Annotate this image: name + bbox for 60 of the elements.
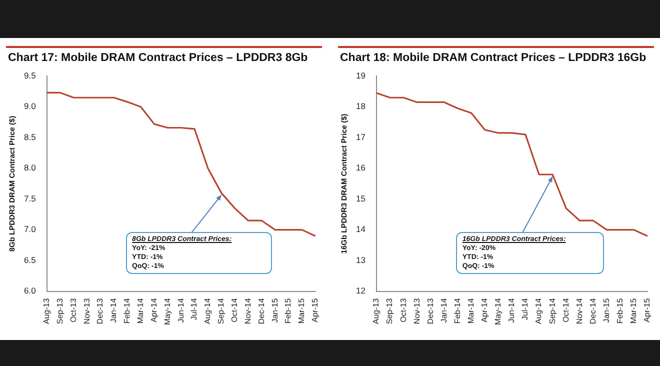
x-tick-label: Jan-14 <box>439 298 448 323</box>
x-tick-label: Oct-14 <box>230 298 240 322</box>
x-tick-label: Jan-14 <box>109 298 118 323</box>
x-tick-label: Nov-13 <box>82 298 92 324</box>
x-tick-label: Apr-15 <box>310 298 320 322</box>
x-tick-label: Oct-13 <box>68 298 78 322</box>
x-tick-label: Aug-13 <box>372 298 381 324</box>
x-tick-label: Nov-13 <box>412 298 422 324</box>
x-tick-label: Sep-13 <box>55 298 64 324</box>
y-tick-label: 16 <box>356 162 366 173</box>
y-tick-label: 13 <box>356 254 366 265</box>
x-tick-label: Dec-13 <box>96 298 105 324</box>
y-tick-label: 17 <box>356 132 366 142</box>
x-tick-label: Feb-14 <box>122 298 132 324</box>
y-tick-label: 15 <box>356 193 366 204</box>
x-tick-label: Apr-14 <box>149 298 158 322</box>
y-tick-label: 7.5 <box>24 193 36 204</box>
chart-title: Chart 17: Mobile DRAM Contract Prices – LPDDR3 8Gb <box>8 52 309 64</box>
x-tick-label: Jun-14 <box>507 298 516 323</box>
x-tick-label: Mar-15 <box>297 298 306 324</box>
y-tick-label: 7.0 <box>24 224 36 234</box>
x-tick-label: Jun-14 <box>176 298 186 323</box>
x-tick-label: May-14 <box>162 298 172 326</box>
y-tick-label: 14 <box>356 224 366 234</box>
x-tick-label: Dec-13 <box>426 298 435 324</box>
y-tick-label: 19 <box>356 70 366 80</box>
x-tick-label: Jul-14 <box>190 298 199 320</box>
x-tick-label: Nov-14 <box>243 298 252 324</box>
y-tick-label: 6.0 <box>24 286 36 296</box>
x-tick-label: Dec-14 <box>588 298 598 324</box>
x-tick-label: Jul-14 <box>520 298 530 320</box>
chart-title: Chart 18: Mobile DRAM Contract Prices – LPDDR3 16Gb <box>340 52 648 64</box>
x-tick-label: Dec-14 <box>256 298 266 324</box>
x-tick-label: Oct-14 <box>561 298 570 322</box>
x-tick-label: Mar-14 <box>136 298 146 324</box>
x-tick-label: Nov-14 <box>574 298 584 324</box>
x-tick-label: Sep-14 <box>216 298 226 324</box>
y-tick-label: 18 <box>356 101 366 112</box>
x-tick-label: Oct-13 <box>398 298 408 322</box>
x-tick-label: Feb-15 <box>616 298 625 324</box>
y-tick-label: 8.0 <box>24 162 36 173</box>
x-tick-label: Jan-15 <box>602 298 611 323</box>
y-tick-label: 9.0 <box>24 101 36 112</box>
x-tick-label: Jan-15 <box>270 298 280 323</box>
x-tick-label: Feb-15 <box>284 298 293 324</box>
x-tick-label: Sep-13 <box>385 298 394 324</box>
y-tick-label: 6.5 <box>24 254 36 265</box>
x-tick-label: Mar-14 <box>466 298 476 324</box>
y-tick-label: 8.5 <box>24 132 36 142</box>
x-tick-label: Aug-13 <box>42 298 52 324</box>
x-tick-label: Aug-14 <box>203 298 212 324</box>
x-tick-label: Aug-14 <box>534 298 544 324</box>
x-tick-label: Feb-14 <box>452 298 462 324</box>
x-tick-label: May-14 <box>494 298 503 326</box>
y-tick-label: 9.5 <box>24 70 36 80</box>
x-tick-label: Mar-15 <box>629 298 638 324</box>
x-tick-label: Apr-14 <box>480 298 490 322</box>
x-tick-label: Apr-15 <box>642 298 652 322</box>
y-tick-label: 12 <box>356 286 366 296</box>
x-tick-label: Sep-14 <box>548 298 557 324</box>
